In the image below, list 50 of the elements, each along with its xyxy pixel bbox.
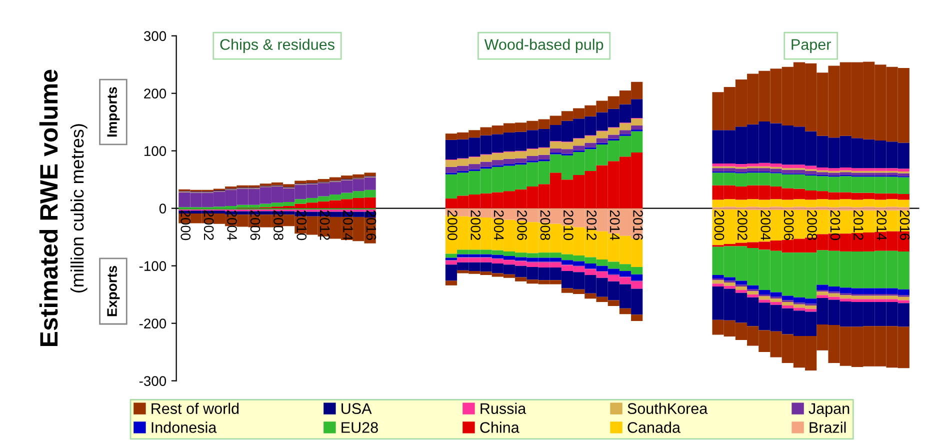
y-axis-title: Estimated RWE volume (million cubic metres) xyxy=(39,70,88,346)
x-tick-label: 2002 xyxy=(470,210,481,240)
legend-label: Indonesia xyxy=(152,422,217,433)
x-tick-label: 2000 xyxy=(448,210,458,240)
legend-label: Russia xyxy=(480,402,526,414)
x-tick-label: 2010 xyxy=(830,210,840,240)
x-tick-label: 2006 xyxy=(784,210,794,240)
legend-label: SouthKorea xyxy=(628,402,708,414)
x-tick-label: 2010 xyxy=(564,210,574,240)
legend-label: China xyxy=(480,422,520,433)
x-tick-label: 2008 xyxy=(540,210,550,240)
x-tick-label: 2006 xyxy=(250,210,260,240)
text: Exports xyxy=(107,266,120,316)
x-tick-label: 2000 xyxy=(714,210,724,240)
y-tick-label: -200 xyxy=(139,318,166,328)
x-tick-label: 2016 xyxy=(366,210,376,240)
x-tick-label: 2000 xyxy=(180,210,191,240)
legend-label: Brazil xyxy=(810,422,846,433)
x-tick-label: 2004 xyxy=(760,210,771,240)
x-tick-label: 2014 xyxy=(876,210,887,240)
x-tick-label: 2012 xyxy=(854,210,864,240)
y-tick-label: 0 xyxy=(159,204,166,214)
x-tick-label: 2002 xyxy=(738,210,748,240)
x-tick-label: 2012 xyxy=(320,210,330,240)
y-tick-label: -300 xyxy=(139,376,166,386)
legend-label: Japan xyxy=(808,403,850,418)
x-tick-label: 2002 xyxy=(204,210,214,240)
x-tick-label: 2012 xyxy=(586,210,597,240)
text: Imports xyxy=(107,87,120,137)
x-tick-label: 2014 xyxy=(610,210,620,240)
x-tick-label: 2006 xyxy=(517,210,527,240)
y-tick-label: 200 xyxy=(144,88,166,99)
legend-label: EU28 xyxy=(342,422,378,433)
legend-label: USA xyxy=(342,403,372,414)
x-tick-label: 2016 xyxy=(633,210,643,240)
legend-label: Rest of world xyxy=(152,402,239,414)
x-tick-label: 2016 xyxy=(900,210,910,240)
annotation: Chips & residues xyxy=(220,38,334,53)
annotation: Paper xyxy=(792,39,831,53)
x-tick-label: 2004 xyxy=(227,210,237,240)
x-tick-label: 2008 xyxy=(807,210,817,240)
y-tick-label: 100 xyxy=(144,146,166,156)
annotation: Wood-based pulp xyxy=(484,38,604,53)
y-tick-label: -100 xyxy=(139,261,166,271)
x-tick-label: 2008 xyxy=(274,210,284,240)
x-tick-label: 2014 xyxy=(343,210,353,240)
y-tick-label: 300 xyxy=(144,31,166,42)
x-tick-label: 2004 xyxy=(494,210,504,240)
x-tick-label: 2010 xyxy=(296,210,307,240)
legend-label: Canada xyxy=(628,422,680,433)
